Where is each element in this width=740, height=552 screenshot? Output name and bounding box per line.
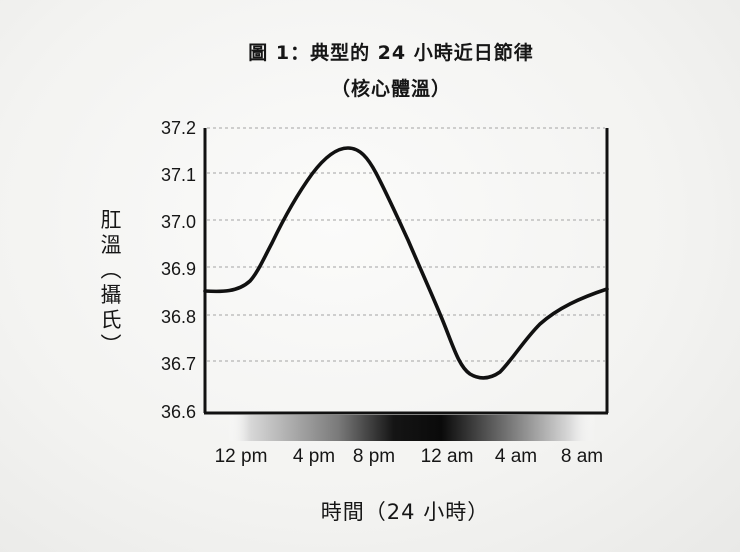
- x-tick-label: 12 am: [420, 446, 474, 467]
- y-axis-label-char: ︵: [100, 258, 122, 282]
- x-tick-label: 8 am: [560, 446, 604, 467]
- x-axis-label: 時間（24 小時）: [320, 500, 490, 524]
- y-tick-label: 36.9: [160, 259, 196, 279]
- y-tick-label: 37.0: [160, 212, 196, 232]
- y-tick-label: 36.7: [160, 354, 196, 374]
- y-axis-label-char: 氏: [100, 308, 122, 332]
- temperature-curve: [203, 146, 609, 380]
- y-tick-label: 36.8: [160, 307, 196, 327]
- y-tick-label: 37.1: [160, 165, 196, 185]
- y-tick-label: 36.6: [160, 402, 196, 422]
- day-night-gradient-bar: [228, 415, 596, 441]
- chart-title: 圖 1：典型的 24 小時近日節律: [248, 42, 534, 64]
- x-tick-label: 4 am: [494, 446, 538, 467]
- x-tick-label: 12 pm: [214, 446, 268, 467]
- y-axis-label-char: 肛: [100, 208, 122, 232]
- y-axis-label-char: 攝: [100, 283, 122, 307]
- y-axis-label-char: ︶: [100, 333, 122, 357]
- axis-frame: [203, 128, 609, 415]
- y-axis-label-char: 溫: [100, 233, 122, 257]
- y-tick-label: 37.2: [160, 118, 196, 138]
- chart-subtitle: （核心體溫）: [330, 78, 451, 100]
- y-axis-label: 肛 溫 ︵ 攝 氏 ︶: [98, 208, 124, 358]
- x-tick-label: 8 pm: [352, 446, 396, 467]
- grid-lines: [207, 127, 605, 362]
- x-tick-label: 4 pm: [292, 446, 336, 467]
